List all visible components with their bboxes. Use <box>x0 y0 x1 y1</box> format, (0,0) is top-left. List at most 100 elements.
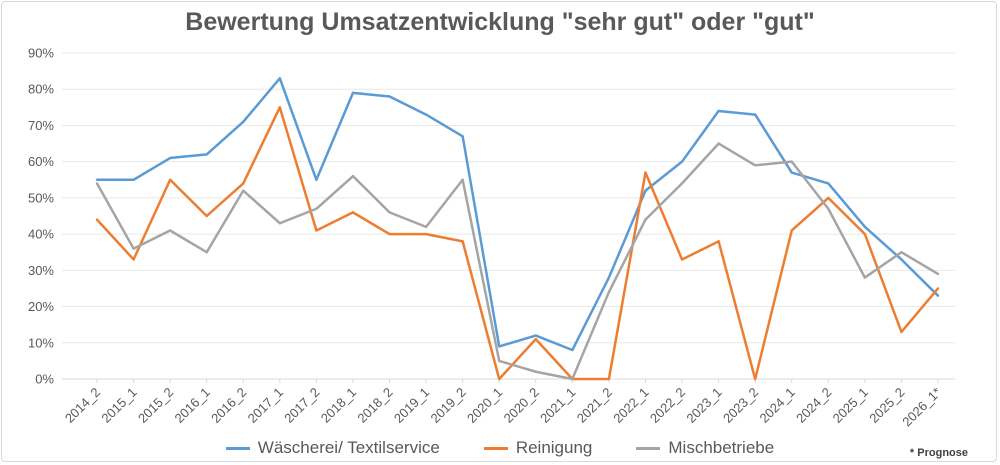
data-point <box>351 174 355 178</box>
x-tick-label: 2026_1* <box>899 385 944 430</box>
data-point <box>607 377 611 381</box>
series-line-2 <box>95 142 939 381</box>
data-point <box>863 225 867 229</box>
data-point <box>315 207 318 210</box>
data-point <box>95 218 99 221</box>
chart-title: Bewertung Umsatzentwicklung "sehr gut" o… <box>185 8 815 36</box>
legend-item-mischbetriebe: Mischbetriebe <box>636 438 774 458</box>
data-point <box>132 178 135 181</box>
data-point <box>790 171 793 174</box>
data-point <box>278 77 282 80</box>
data-point <box>717 142 720 145</box>
data-point <box>278 106 282 109</box>
x-tick-label: 2023_2 <box>720 385 761 426</box>
data-point <box>461 240 464 243</box>
legend-label: Wäscherei/ Textilservice <box>257 438 440 457</box>
data-point <box>242 182 245 185</box>
y-tick-label: 30% <box>28 263 54 278</box>
data-point <box>827 182 830 185</box>
x-tick-label: 2022_1 <box>610 385 651 426</box>
x-tick-label: 2015_1 <box>98 385 139 426</box>
data-point <box>388 211 391 214</box>
x-tick-label: 2018_2 <box>354 385 395 426</box>
legend: Wäscherei/ Textilservice Reinigung Misch… <box>0 438 1000 458</box>
legend-swatch <box>483 446 508 450</box>
data-point <box>680 182 684 185</box>
series-line-0 <box>97 77 939 352</box>
y-tick-label: 90% <box>28 46 54 61</box>
data-point <box>607 290 611 294</box>
data-point <box>717 240 720 243</box>
data-point <box>461 135 464 138</box>
data-point <box>388 95 391 98</box>
data-point <box>644 171 647 174</box>
data-point <box>168 156 172 160</box>
data-point <box>424 225 428 229</box>
data-point <box>205 251 208 254</box>
x-tick-label: 2022_2 <box>647 385 688 426</box>
data-point <box>607 276 611 279</box>
forecast-note: * Prognose <box>909 447 968 459</box>
data-point <box>936 294 940 297</box>
data-point <box>242 189 245 192</box>
x-tick-label: 2017_1 <box>245 385 286 426</box>
legend-label: Reinigung <box>515 438 593 457</box>
legend-item-reinigung: Reinigung <box>483 438 593 458</box>
x-tick-label: 2024_1 <box>757 385 798 426</box>
data-point <box>644 218 647 221</box>
x-tick-label: 2021_1 <box>537 385 578 426</box>
data-point <box>278 222 282 225</box>
x-tick-label: 2020_1 <box>464 385 505 426</box>
data-point <box>680 160 684 163</box>
x-tick-label: 2018_1 <box>318 385 359 426</box>
data-point <box>534 334 537 337</box>
data-point <box>351 211 355 214</box>
data-point <box>315 178 318 181</box>
legend-swatch <box>225 446 250 450</box>
y-tick-label: 40% <box>28 227 54 242</box>
data-point <box>863 232 867 236</box>
data-point <box>424 232 428 236</box>
y-tick-label: 0% <box>35 372 54 387</box>
data-point <box>388 232 391 236</box>
x-tick-label: 2025_1 <box>830 385 871 426</box>
x-tick-label: 2017_2 <box>281 385 322 426</box>
x-tick-label: 2021_2 <box>574 385 615 426</box>
data-point <box>205 153 208 156</box>
data-point <box>168 178 172 181</box>
y-tick-label: 20% <box>28 299 54 314</box>
legend-swatch <box>636 446 661 450</box>
x-tick-label: 2015_2 <box>135 385 176 426</box>
x-tick-label: 2016_1 <box>172 385 213 426</box>
data-point <box>827 196 830 200</box>
data-point <box>461 178 464 181</box>
data-point <box>132 258 135 261</box>
y-tick-label: 70% <box>28 118 54 133</box>
data-point <box>534 370 537 373</box>
data-point <box>571 348 574 352</box>
data-point <box>95 182 99 185</box>
data-point <box>95 178 99 181</box>
data-point <box>534 337 537 341</box>
series-line-1 <box>96 106 939 381</box>
y-tick-label: 60% <box>28 154 54 169</box>
data-point <box>498 345 501 348</box>
data-point <box>900 258 903 261</box>
data-point <box>168 229 172 232</box>
y-tick-label: 50% <box>28 190 54 205</box>
data-point <box>753 164 757 167</box>
data-point <box>827 207 830 210</box>
data-point <box>900 251 903 254</box>
data-point <box>205 214 208 218</box>
data-point <box>644 189 647 192</box>
data-point <box>424 113 428 116</box>
data-point <box>753 377 757 381</box>
data-point <box>900 330 903 334</box>
data-point <box>717 109 720 113</box>
data-point <box>790 160 793 163</box>
data-point <box>863 276 867 279</box>
data-point <box>498 377 501 381</box>
data-point <box>242 120 245 124</box>
